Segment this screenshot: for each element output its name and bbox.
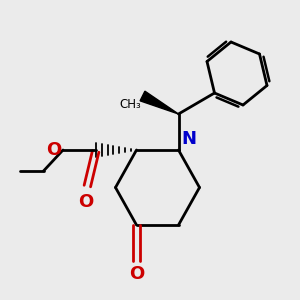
Text: O: O bbox=[78, 193, 93, 211]
Polygon shape bbox=[140, 91, 178, 114]
Text: CH₃: CH₃ bbox=[119, 98, 141, 111]
Text: N: N bbox=[182, 130, 196, 148]
Text: O: O bbox=[46, 141, 62, 159]
Text: O: O bbox=[129, 265, 144, 283]
